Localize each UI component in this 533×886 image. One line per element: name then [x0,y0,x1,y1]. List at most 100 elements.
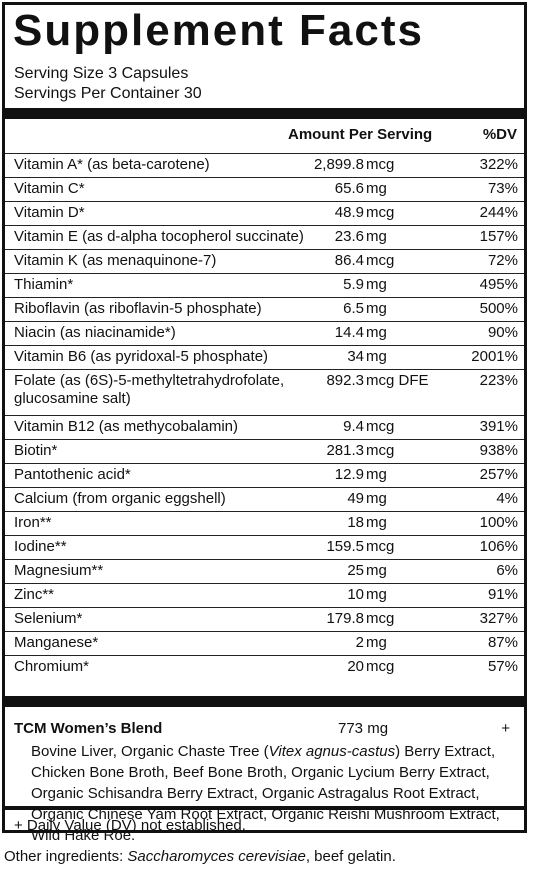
nutrient-row: Niacin (as niacinamide*) 14.4 mg 90% [5,321,524,345]
nutrient-unit: mg [366,324,387,341]
nutrient-row: Biotin* 281.3 mcg 938% [5,439,524,463]
nutrient-unit: mg [366,514,387,531]
nutrient-dv: 87% [487,634,518,651]
nutrient-unit: mcg [366,204,395,221]
nutrient-amount: 6.5 [343,300,364,317]
nutrient-amount: 65.6 [334,180,364,197]
nutrient-dv: 57% [487,658,518,675]
other-rest: , beef gelatin. [305,848,396,865]
nutrient-amount: 2,899.8 [313,156,364,173]
nutrient-name: Vitamin K (as menaquinone-7) [14,252,217,269]
nutrient-amount: 49 [347,490,364,507]
nutrient-unit: mg [366,634,387,651]
nutrient-dv: 73% [487,180,518,197]
nutrient-name: Vitamin B6 (as pyridoxal-5 phosphate) [14,348,269,365]
nutrient-row: Selenium* 179.8 mcg 327% [5,607,524,631]
nutrient-name: Folate (as (6S)-5-methyltetrahydrofolate… [14,372,284,408]
nutrient-name: Selenium* [14,610,83,627]
nutrient-unit: mcg [366,252,395,269]
blend-amount: 773 mg [338,720,389,737]
supplement-facts-panel: Supplement Facts Serving Size 3 Capsules… [2,2,527,844]
nutrient-name: Vitamin E (as d-alpha tocopherol succina… [14,228,304,245]
nutrient-amount: 9.4 [343,418,364,435]
nutrient-unit: mg [366,228,387,245]
blend-text-italic: Vitex agnus-castus [268,743,396,760]
nutrient-name: Niacin (as niacinamide*) [14,324,176,341]
nutrient-row: Zinc** 10 mg 91% [5,583,524,607]
nutrient-name: Magnesium** [14,562,104,579]
nutrient-row: Manganese* 2 mg 87% [5,631,524,655]
nutrient-unit: mcg [366,538,395,555]
nutrient-amount: 2 [355,634,364,651]
nutrient-dv: 157% [479,228,518,245]
nutrient-amount: 5.9 [343,276,364,293]
nutrient-name: Iodine** [14,538,67,555]
nutrient-name: Vitamin A* (as beta-carotene) [14,156,210,173]
nutrient-name: Thiamin* [14,276,74,293]
nutrient-name: Chromium* [14,658,90,675]
nutrient-row: Vitamin A* (as beta-carotene) 2,899.8 mcg 3… [5,153,524,177]
nutrient-dv: 391% [479,418,518,435]
nutrient-dv: 6% [496,562,518,579]
blend-ingredients: Bovine Liver, Organic Chaste Tree (Vitex… [31,741,526,846]
nutrient-unit: mg [366,348,387,365]
nutrient-name: Pantothenic acid* [14,466,131,483]
nutrient-row: Magnesium** 25 mg 6% [5,559,524,583]
nutrient-row: Vitamin B6 (as pyridoxal-5 phosphate) 34 m… [5,345,524,369]
nutrient-dv: 495% [479,276,518,293]
nutrient-name: Vitamin B12 (as methycobalamin) [14,418,238,435]
nutrient-row: Vitamin E (as d-alpha tocopherol succina… [5,225,524,249]
nutrient-unit: mcg DFE [366,372,429,389]
nutrient-unit: mcg [366,610,395,627]
nutrient-row: Pantothenic acid* 12.9 mg 257% [5,463,524,487]
nutrient-row: Vitamin D* 48.9 mcg 244% [5,201,524,225]
blend-title: TCM Women’s Blend [14,720,163,737]
nutrient-name-line1: Folate (as (6S)-5-methyltetrahydrofolate… [14,372,285,389]
nutrient-dv: 500% [479,300,518,317]
thick-divider-bottom [5,696,524,707]
nutrient-unit: mg [366,586,387,603]
nutrient-name: Iron** [14,514,52,531]
nutrient-dv: 100% [479,514,518,531]
nutrient-dv: 90% [487,324,518,341]
blend-text-after: ) Berry Extract, Chicken Bone Broth, Bee… [31,743,500,844]
nutrient-name: Manganese* [14,634,99,651]
nutrient-unit: mcg [366,442,395,459]
servings-per-container: Servings Per Container 30 [14,85,202,102]
nutrient-name: Vitamin C* [14,180,85,197]
nutrient-amount: 34 [347,348,364,365]
nutrient-unit: mcg [366,418,395,435]
nutrient-name-line2: glucosamine salt) [14,390,131,407]
nutrient-dv: 91% [487,586,518,603]
nutrient-dv: 106% [479,538,518,555]
thick-divider [5,108,524,119]
nutrient-dv: 938% [479,442,518,459]
medium-divider [5,806,524,810]
nutrient-unit: mg [366,276,387,293]
nutrient-amount: 159.5 [326,538,364,555]
amount-header: Amount Per Serving [288,126,433,143]
nutrient-row: Vitamin C* 65.6 mg 73% [5,177,524,201]
nutrient-row: Riboflavin (as riboflavin-5 phosphate) 6.… [5,297,524,321]
nutrient-name: Calcium (from organic eggshell) [14,490,226,507]
nutrient-name: Riboflavin (as riboflavin-5 phosphate) [14,300,262,317]
nutrient-row: Vitamin K (as menaquinone-7) 86.4 mcg 72% [5,249,524,273]
other-ingredients: Other ingredients: Saccharomyces cerevis… [4,848,396,865]
blend-text-before: Bovine Liver, Organic Chaste Tree ( [31,743,269,760]
nutrient-unit: mg [366,300,387,317]
footnote: + Daily Value (DV) not established. [14,817,246,834]
nutrient-unit: mg [366,180,387,197]
nutrient-unit: mg [366,562,387,579]
other-label: Other ingredients: [4,848,128,865]
nutrient-name: Biotin* [14,442,58,459]
nutrient-amount: 20 [347,658,364,675]
nutrient-row: Calcium (from organic eggshell) 49 mg 4% [5,487,524,511]
nutrient-amount: 25 [347,562,364,579]
panel-title: Supplement Facts [13,6,424,55]
other-italic: Saccharomyces cerevisiae [127,848,306,865]
nutrient-amount: 86.4 [334,252,364,269]
nutrient-amount: 892.3 [326,372,364,389]
nutrient-amount: 48.9 [334,204,364,221]
nutrient-amount: 10 [347,586,364,603]
nutrient-dv: 2001% [471,348,518,365]
